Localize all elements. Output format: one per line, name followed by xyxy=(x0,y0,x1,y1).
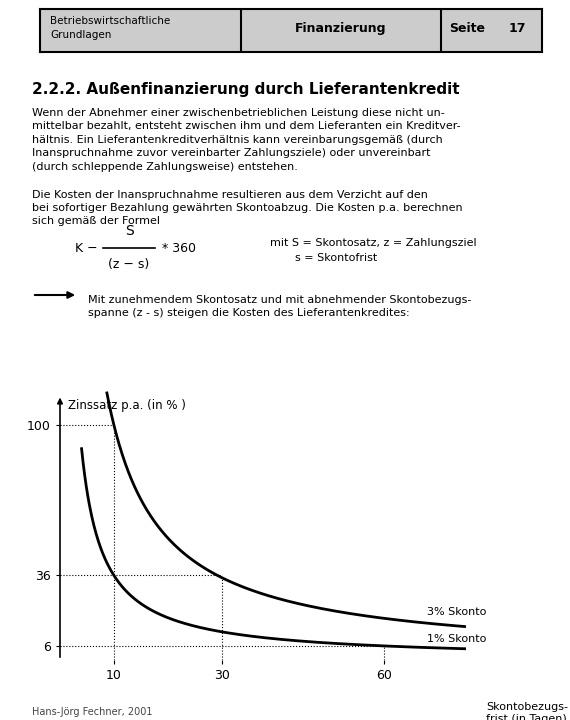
Text: * 360: * 360 xyxy=(162,241,196,254)
Text: hältnis. Ein Lieferantenkreditverhältnis kann vereinbarungsgemäß (durch: hältnis. Ein Lieferantenkreditverhältnis… xyxy=(32,135,443,145)
Text: Hans-Jörg Fechner, 2001: Hans-Jörg Fechner, 2001 xyxy=(32,707,153,717)
Text: (z − s): (z − s) xyxy=(108,258,149,271)
Text: Seite: Seite xyxy=(449,22,484,35)
Text: spanne (z - s) steigen die Kosten des Lieferantenkredites:: spanne (z - s) steigen die Kosten des Li… xyxy=(88,308,410,318)
Text: Inanspruchnahme zuvor vereinbarter Zahlungsziele) oder unvereinbart: Inanspruchnahme zuvor vereinbarter Zahlu… xyxy=(32,148,430,158)
Text: Wenn der Abnehmer einer zwischenbetrieblichen Leistung diese nicht un-: Wenn der Abnehmer einer zwischenbetriebl… xyxy=(32,108,445,118)
Text: K −: K − xyxy=(75,241,97,254)
Text: (durch schleppende Zahlungsweise) entstehen.: (durch schleppende Zahlungsweise) entste… xyxy=(32,162,298,172)
Text: bei sofortiger Bezahlung gewährten Skontoabzug. Die Kosten p.a. berechnen: bei sofortiger Bezahlung gewährten Skont… xyxy=(32,203,463,213)
Text: Die Kosten der Inanspruchnahme resultieren aus dem Verzicht auf den: Die Kosten der Inanspruchnahme resultier… xyxy=(32,189,428,199)
Text: s = Skontofrist: s = Skontofrist xyxy=(295,253,377,263)
Text: 17: 17 xyxy=(509,22,527,35)
Text: 1% Skonto: 1% Skonto xyxy=(427,634,486,644)
Text: Mit zunehmendem Skontosatz und mit abnehmender Skontobezugs-: Mit zunehmendem Skontosatz und mit abneh… xyxy=(88,295,471,305)
Text: 3% Skonto: 3% Skonto xyxy=(427,607,486,617)
Text: Zinssatz p.a. (in % ): Zinssatz p.a. (in % ) xyxy=(68,400,186,413)
Text: Skontobezugs-
frist (in Tagen): Skontobezugs- frist (in Tagen) xyxy=(486,702,568,720)
Text: mit S = Skontosatz, z = Zahlungsziel: mit S = Skontosatz, z = Zahlungsziel xyxy=(270,238,477,248)
Text: mittelbar bezahlt, entsteht zwischen ihm und dem Lieferanten ein Kreditver-: mittelbar bezahlt, entsteht zwischen ihm… xyxy=(32,122,461,132)
Text: Finanzierung: Finanzierung xyxy=(295,22,386,35)
Text: 2.2.2. Außenfinanzierung durch Lieferantenkredit: 2.2.2. Außenfinanzierung durch Lieferant… xyxy=(32,82,459,97)
Text: S: S xyxy=(125,224,133,238)
Text: Betriebswirtschaftliche
Grundlagen: Betriebswirtschaftliche Grundlagen xyxy=(50,17,170,40)
Text: sich gemäß der Formel: sich gemäß der Formel xyxy=(32,217,160,227)
